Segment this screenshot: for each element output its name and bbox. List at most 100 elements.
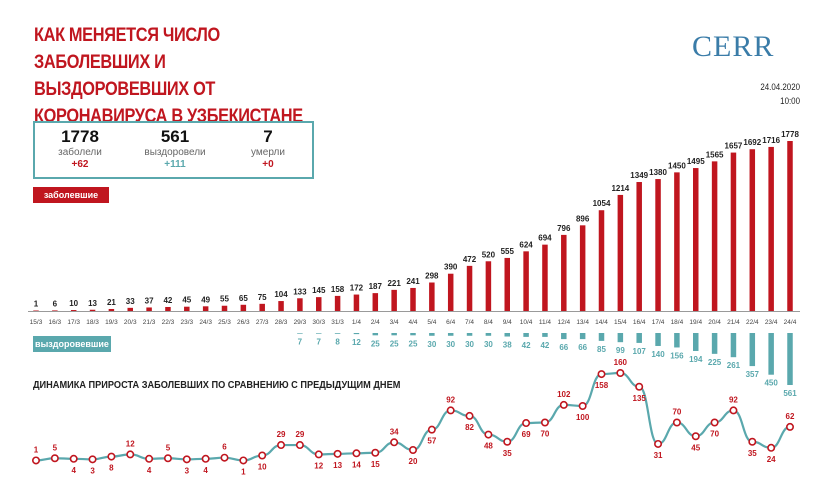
infected-value-label: 55 bbox=[220, 295, 229, 304]
growth-point bbox=[126, 450, 135, 459]
infected-bar bbox=[278, 301, 284, 311]
stat-recovered: 561 выздоровели +111 bbox=[130, 127, 220, 171]
infected-bar bbox=[561, 234, 567, 311]
growth-value-label: 12 bbox=[126, 439, 135, 448]
recovered-value-label: 8 bbox=[335, 338, 340, 347]
infected-bar bbox=[730, 152, 737, 311]
infected-bar bbox=[297, 298, 303, 311]
infected-value-label: 21 bbox=[107, 298, 116, 307]
died-label: умерли bbox=[251, 147, 285, 158]
date-tick-label: 8/4 bbox=[484, 319, 493, 326]
growth-point bbox=[145, 454, 154, 463]
growth-point bbox=[522, 419, 531, 428]
growth-value-label: 92 bbox=[729, 395, 738, 404]
date-tick-label: 14/4 bbox=[595, 319, 608, 326]
date-tick-label: 17/3 bbox=[67, 319, 80, 326]
infected-bar bbox=[316, 297, 322, 311]
date-tick-label: 21/3 bbox=[143, 319, 156, 326]
infected-value-label: 1565 bbox=[706, 150, 724, 159]
infected-bar bbox=[711, 161, 718, 311]
infected-bar bbox=[542, 244, 548, 311]
growth-value-label: 31 bbox=[654, 451, 663, 460]
infected-value-label: 694 bbox=[538, 234, 552, 243]
growth-point bbox=[163, 454, 172, 463]
recovered-value-label: 194 bbox=[689, 355, 703, 364]
growth-value-label: 20 bbox=[409, 457, 418, 466]
date-tick-label: 21/4 bbox=[727, 319, 740, 326]
recovered-value-label: 156 bbox=[670, 351, 684, 360]
legend-infected: заболевшие bbox=[33, 187, 109, 203]
recovered-value-label: 99 bbox=[616, 346, 625, 355]
growth-value-label: 3 bbox=[185, 466, 190, 475]
recovered-value-label: 30 bbox=[427, 340, 436, 349]
recovered-bar bbox=[410, 333, 416, 336]
growth-point bbox=[31, 456, 40, 465]
growth-value-label: 102 bbox=[557, 390, 571, 399]
date-tick-label: 9/4 bbox=[503, 319, 512, 326]
recovered-value-label: 42 bbox=[522, 341, 531, 350]
growth-point bbox=[427, 425, 436, 434]
growth-point bbox=[654, 439, 663, 448]
growth-point bbox=[314, 450, 323, 459]
date-tick-label: 5/4 bbox=[427, 319, 436, 326]
growth-value-label: 69 bbox=[522, 430, 531, 439]
infected-bar bbox=[52, 310, 58, 311]
infected-bar bbox=[787, 141, 793, 311]
date-tick-label: 27/3 bbox=[256, 319, 269, 326]
growth-value-label: 70 bbox=[710, 430, 719, 439]
infected-value-label: 1450 bbox=[668, 161, 686, 170]
date-tick-label: 22/3 bbox=[162, 319, 175, 326]
growth-point bbox=[597, 370, 606, 379]
recovered-value-label: 66 bbox=[559, 343, 568, 352]
infected-value-label: 555 bbox=[501, 247, 515, 256]
infected-bar bbox=[749, 149, 756, 311]
recovered-bar bbox=[316, 333, 322, 334]
infected-bar bbox=[579, 225, 586, 311]
infected-value-label: 37 bbox=[145, 296, 154, 305]
date-tick-label: 7/4 bbox=[465, 319, 474, 326]
recovered-bar bbox=[768, 333, 774, 375]
growth-point bbox=[352, 449, 361, 458]
growth-value-label: 13 bbox=[333, 461, 342, 470]
recovered-bar bbox=[561, 333, 567, 340]
date-tick-label: 26/3 bbox=[237, 319, 250, 326]
recovered-bar bbox=[523, 333, 529, 337]
infected-value-label: 896 bbox=[576, 214, 590, 223]
infected-bar bbox=[70, 310, 77, 311]
recovered-bar bbox=[693, 333, 699, 351]
growth-value-label: 6 bbox=[222, 443, 227, 452]
date-tick-label: 15/3 bbox=[30, 319, 43, 326]
recovered-value-label: 140 bbox=[651, 350, 665, 359]
infected-bar bbox=[372, 293, 379, 311]
date-tick-label: 1/4 bbox=[352, 319, 361, 326]
recovered-bar bbox=[787, 333, 793, 385]
infected-value-label: 221 bbox=[387, 279, 401, 288]
infected-bar bbox=[89, 309, 96, 311]
growth-point bbox=[559, 400, 568, 409]
date-tick-label: 16/3 bbox=[49, 319, 62, 326]
stat-died: 7 умерли +0 bbox=[223, 127, 313, 171]
infected-bar bbox=[240, 304, 247, 311]
growth-value-label: 57 bbox=[427, 437, 436, 446]
growth-value-label: 158 bbox=[595, 381, 609, 390]
growth-point bbox=[107, 452, 116, 461]
infected-bar bbox=[429, 282, 435, 311]
infected-delta: +62 bbox=[71, 159, 89, 170]
infected-value-label: 520 bbox=[482, 250, 496, 259]
growth-value-label: 1 bbox=[241, 467, 246, 476]
recovered-value-label: 561 bbox=[783, 389, 797, 398]
growth-value-label: 35 bbox=[503, 449, 512, 458]
infected-bar bbox=[674, 172, 680, 311]
growth-value-label: 4 bbox=[147, 466, 152, 475]
growth-value-label: 4 bbox=[71, 466, 76, 475]
recovered-value-label: 357 bbox=[746, 370, 760, 379]
summary-box: 1778 заболели +62 561 выздоровели +111 7… bbox=[33, 121, 314, 179]
legend-recovered: выздоровевшие bbox=[33, 336, 111, 352]
infected-value-label: 390 bbox=[444, 263, 458, 272]
infected-value-label: 172 bbox=[350, 284, 364, 293]
recovered-bar bbox=[447, 333, 454, 336]
recovered-value-label: 30 bbox=[446, 340, 455, 349]
date-tick-label: 12/4 bbox=[557, 319, 570, 326]
recovered-bar bbox=[749, 333, 756, 367]
growth-point bbox=[672, 418, 681, 427]
